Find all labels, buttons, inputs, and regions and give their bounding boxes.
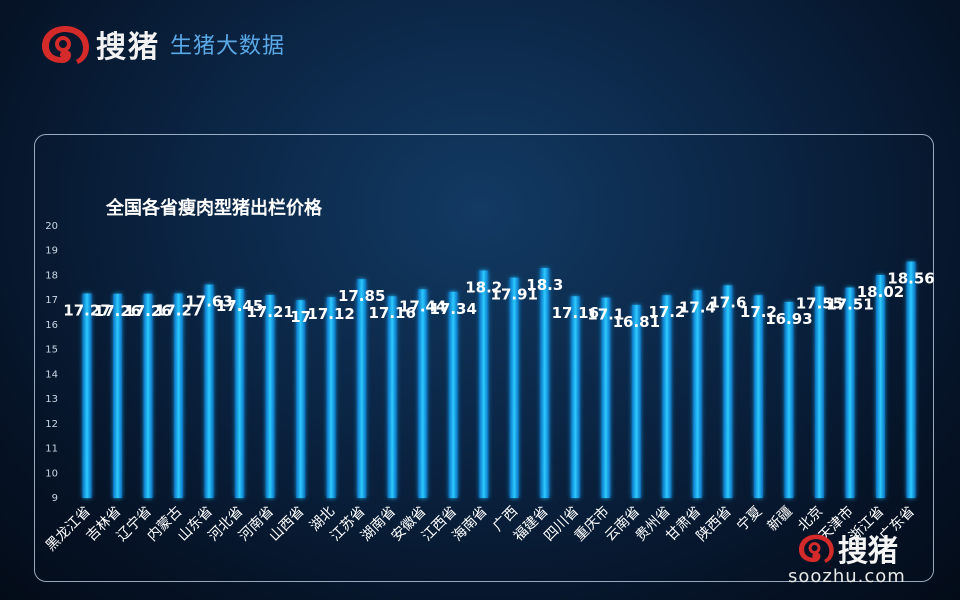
bar xyxy=(387,296,397,498)
y-axis: 9 10 11 12 13 14 15 16 17 18 19 20 xyxy=(45,221,58,504)
bar xyxy=(418,289,428,498)
bar-value-label: 17.6 xyxy=(709,293,746,311)
logo: 搜猪 生猪大数据 xyxy=(38,22,285,66)
y-tick-label: 19 xyxy=(45,246,58,257)
bar-value-label: 17.12 xyxy=(307,305,354,323)
soozhu-logo-icon xyxy=(42,26,89,64)
y-tick-label: 16 xyxy=(45,320,58,331)
bar xyxy=(509,277,519,498)
bar xyxy=(479,270,489,498)
x-tick-label: 宁夏 xyxy=(733,503,765,535)
bar xyxy=(601,297,611,498)
bar xyxy=(357,279,367,498)
bar-value-label: 17.26 xyxy=(124,302,171,320)
bar-value-label: 18.2 xyxy=(465,279,502,297)
bar xyxy=(174,293,184,498)
bar xyxy=(540,268,550,498)
bar xyxy=(906,261,916,498)
bar xyxy=(235,289,245,498)
bar-value-label: 17.51 xyxy=(826,296,873,314)
bar-value-label: 17.2 xyxy=(740,303,777,321)
watermark-name: 搜猪 xyxy=(837,534,898,569)
bar-value-label: 17.26 xyxy=(94,302,141,320)
bar xyxy=(692,290,702,498)
bar xyxy=(296,300,306,498)
header-subtitle: 生猪大数据 xyxy=(170,34,286,59)
bar-value-label: 17.27 xyxy=(155,302,202,320)
bar-value-label: 16.93 xyxy=(765,310,812,328)
watermark-url: soozhu.com xyxy=(788,566,906,587)
bar xyxy=(113,293,123,498)
bar xyxy=(662,295,672,498)
bar xyxy=(143,293,153,498)
x-tick-label: 陕西省 xyxy=(694,504,735,545)
bar-value-label: 17.27 xyxy=(63,302,110,320)
bar xyxy=(753,295,763,498)
y-tick-label: 13 xyxy=(45,394,58,405)
bar-value-label: 18.02 xyxy=(857,283,904,301)
bar-value-label: 17.16 xyxy=(552,304,599,322)
bar-value-label: 18.56 xyxy=(887,270,934,288)
chart-title: 全国各省瘦肉型猪出栏价格 xyxy=(106,198,322,219)
bar-value-label: 17.2 xyxy=(648,303,685,321)
bar xyxy=(631,304,641,498)
bar xyxy=(82,293,92,498)
y-tick-label: 14 xyxy=(45,369,58,380)
bar xyxy=(448,291,458,498)
x-tick-label: 山西省 xyxy=(266,504,307,545)
bar xyxy=(326,297,336,498)
bar xyxy=(845,287,855,498)
bar-value-label: 17.21 xyxy=(246,303,293,321)
y-tick-label: 12 xyxy=(45,419,58,430)
chart-panel xyxy=(34,134,934,582)
bar-value-label: 17.55 xyxy=(796,295,843,313)
watermark-logo-icon xyxy=(798,534,834,563)
bar-value-label: 17.34 xyxy=(429,300,476,318)
value-labels: 17.2717.2617.2617.2717.6317.4517.211717.… xyxy=(63,270,934,331)
bar-value-label: 16.81 xyxy=(613,313,660,331)
y-tick-label: 11 xyxy=(45,444,58,455)
bar-value-label: 17.44 xyxy=(399,297,446,315)
bar xyxy=(875,274,885,498)
bar-value-label: 17.45 xyxy=(216,297,263,315)
bar xyxy=(723,285,733,498)
bar-value-label: 17.1 xyxy=(587,306,624,324)
y-tick-label: 9 xyxy=(52,493,58,504)
bar xyxy=(814,286,824,498)
y-tick-label: 20 xyxy=(45,221,58,232)
bar-value-label: 17.85 xyxy=(338,287,385,305)
bar xyxy=(204,284,214,498)
y-tick-label: 10 xyxy=(45,468,58,479)
bar-value-label: 17.4 xyxy=(679,298,716,316)
y-tick-label: 18 xyxy=(45,270,58,281)
bar-value-label: 17.16 xyxy=(368,304,415,322)
bar xyxy=(265,294,275,498)
bar-value-label: 18.3 xyxy=(526,276,563,294)
x-tick-label: 海南省 xyxy=(450,504,491,545)
bars xyxy=(82,261,916,498)
bar xyxy=(570,296,580,498)
y-tick-label: 15 xyxy=(45,345,58,356)
bar xyxy=(784,301,794,498)
bar-value-label: 17 xyxy=(290,308,311,326)
logo-name: 搜猪 xyxy=(96,30,160,65)
y-tick-label: 17 xyxy=(45,295,58,306)
bar-value-label: 17.63 xyxy=(185,293,232,311)
watermark: 搜猪 soozhu.com xyxy=(788,526,906,587)
bar-value-label: 17.91 xyxy=(491,286,538,304)
